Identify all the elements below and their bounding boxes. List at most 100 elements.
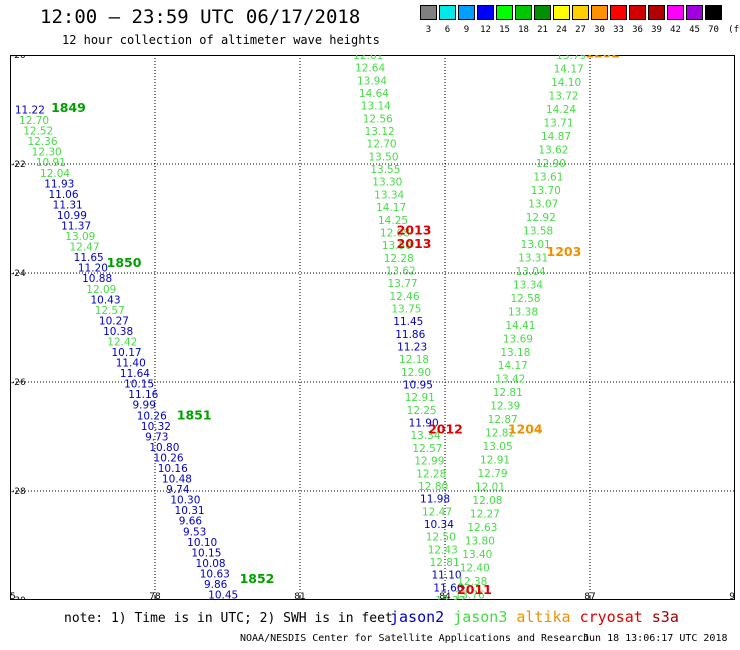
satellite-legend: jason2 jason3 altika cryosat s3a bbox=[390, 608, 688, 626]
wave-height-value: 12.36 bbox=[27, 136, 57, 148]
x-tick-label: 84 bbox=[439, 592, 451, 600]
wave-height-value: 13.79 bbox=[556, 55, 586, 62]
time-label: 1852 bbox=[240, 571, 275, 586]
wave-height-value: 10.26 bbox=[154, 452, 184, 464]
wave-height-value: 13.01 bbox=[521, 239, 551, 251]
legend-label: 6 bbox=[444, 25, 451, 35]
legend-label: 36 bbox=[632, 25, 643, 35]
wave-height-value: 11.20 bbox=[78, 263, 108, 275]
time-label: 1204 bbox=[508, 421, 543, 436]
wave-height-value: 14.41 bbox=[505, 320, 535, 332]
wave-height-value: 11.86 bbox=[395, 329, 425, 341]
wave-height-value: 13.55 bbox=[370, 164, 400, 176]
wave-height-value: 13.50 bbox=[368, 151, 398, 163]
legend-swatch bbox=[515, 5, 532, 20]
wave-height-value: 13.40 bbox=[462, 549, 492, 561]
time-label: 1202 bbox=[585, 55, 620, 60]
wave-height-value: 12.42 bbox=[107, 336, 137, 348]
wave-height-value: 13.34 bbox=[513, 279, 543, 291]
x-tick-label: 87 bbox=[584, 592, 595, 600]
y-tick-label: -28 bbox=[11, 487, 26, 497]
wave-height-value: 14.10 bbox=[551, 77, 581, 89]
wave-height-value: 12.27 bbox=[470, 509, 500, 521]
wave-height-value: 11.37 bbox=[61, 220, 91, 232]
wave-height-value: 13.58 bbox=[523, 225, 553, 237]
legend-label: 9 bbox=[463, 25, 470, 35]
legend-label: 12 bbox=[480, 25, 491, 35]
wave-height-value: 13.76 bbox=[455, 590, 485, 600]
wave-height-value: 13.77 bbox=[388, 278, 418, 290]
wave-height-value: 12.08 bbox=[380, 227, 410, 239]
y-tick-label: -22 bbox=[11, 160, 26, 170]
legend-swatch bbox=[496, 5, 513, 20]
wave-height-value: 10.63 bbox=[200, 568, 230, 580]
legend-label: 33 bbox=[613, 25, 624, 35]
wave-height-value: 11.65 bbox=[74, 252, 104, 264]
wave-height-value: 11.31 bbox=[53, 199, 83, 211]
legend-swatch bbox=[534, 5, 551, 20]
legend-swatch bbox=[705, 5, 722, 20]
wave-height-value: 12.04 bbox=[40, 168, 70, 180]
wave-height-value: 12.90 bbox=[536, 158, 566, 170]
wave-height-value: 13.14 bbox=[361, 101, 391, 113]
wave-height-value: 9.99 bbox=[133, 400, 156, 412]
legend-label: 39 bbox=[651, 25, 662, 35]
wave-height-value: 11.93 bbox=[44, 178, 74, 190]
wave-height-value: 12.63 bbox=[467, 522, 497, 534]
legend-swatch bbox=[572, 5, 589, 20]
legend-swatch bbox=[420, 5, 437, 20]
time-label: 2011 bbox=[457, 582, 492, 597]
wave-height-value: 12.92 bbox=[526, 212, 556, 224]
wave-height-value: 11.45 bbox=[393, 316, 423, 328]
wave-height-value: 12.64 bbox=[355, 63, 385, 75]
map-canvas: 757881848790-20-22-24-26-28-3011.2212.70… bbox=[10, 55, 735, 600]
time-label: 1851 bbox=[177, 408, 212, 423]
wave-height-value: 12.70 bbox=[367, 139, 397, 151]
wave-height-value: 10.17 bbox=[112, 347, 142, 359]
legend-label: 3 bbox=[425, 25, 432, 35]
wave-height-value: 10.10 bbox=[187, 537, 217, 549]
wave-height-value: 12.30 bbox=[32, 147, 62, 159]
time-label: 1849 bbox=[51, 100, 86, 115]
wave-height-value: 12.39 bbox=[490, 401, 520, 413]
x-tick-label: 75 bbox=[10, 592, 16, 600]
wave-height-value: 14.17 bbox=[498, 360, 528, 372]
wave-height-value: 13.04 bbox=[516, 266, 546, 278]
wave-height-value: 10.30 bbox=[170, 495, 200, 507]
wave-height-value: 12.08 bbox=[472, 495, 502, 507]
time-label: 2012 bbox=[428, 421, 463, 436]
wave-height-value: 13.61 bbox=[533, 171, 563, 183]
x-tick-label: 90 bbox=[729, 592, 735, 600]
wave-height-value: 10.88 bbox=[82, 273, 112, 285]
satellite-name-jason2: jason2 bbox=[390, 608, 445, 626]
time-label: 2013 bbox=[397, 222, 432, 237]
wave-height-value: 12.47 bbox=[69, 242, 99, 254]
legend-label: 70 bbox=[708, 25, 719, 35]
wave-height-value: 12.90 bbox=[401, 367, 431, 379]
wave-height-value: 9.53 bbox=[183, 526, 206, 538]
wave-height-value: 12.57 bbox=[95, 305, 125, 317]
page-title: 12:00 – 23:59 UTC 06/17/2018 bbox=[40, 6, 361, 28]
wave-height-value: 14.17 bbox=[554, 63, 584, 75]
x-tick-label: 78 bbox=[149, 592, 161, 600]
wave-height-value: 12.09 bbox=[86, 284, 116, 296]
wave-height-value: 12.82 bbox=[485, 428, 515, 440]
wave-height-value: 12.52 bbox=[23, 126, 53, 138]
wave-height-value: 11.06 bbox=[48, 189, 78, 201]
wave-height-value: 13.07 bbox=[528, 198, 558, 210]
wave-height-value: 13.69 bbox=[503, 333, 533, 345]
wave-height-value: 10.26 bbox=[137, 410, 167, 422]
wave-height-value: 12.18 bbox=[399, 354, 429, 366]
wave-height-value: 11.64 bbox=[120, 368, 150, 380]
wave-height-value: 10.99 bbox=[57, 210, 87, 222]
wave-height-value: 11.90 bbox=[409, 418, 439, 430]
wave-height-value: 10.15 bbox=[191, 547, 221, 559]
wave-height-value: 12.46 bbox=[389, 291, 419, 303]
wave-height-value: 12.81 bbox=[430, 557, 460, 569]
wave-height-value: 13.38 bbox=[508, 306, 538, 318]
wave-height-value: 10.08 bbox=[196, 558, 226, 570]
wave-height-value: 9.74 bbox=[166, 484, 190, 496]
legend-swatch bbox=[439, 5, 456, 20]
wave-height-value: 10.31 bbox=[175, 505, 205, 517]
